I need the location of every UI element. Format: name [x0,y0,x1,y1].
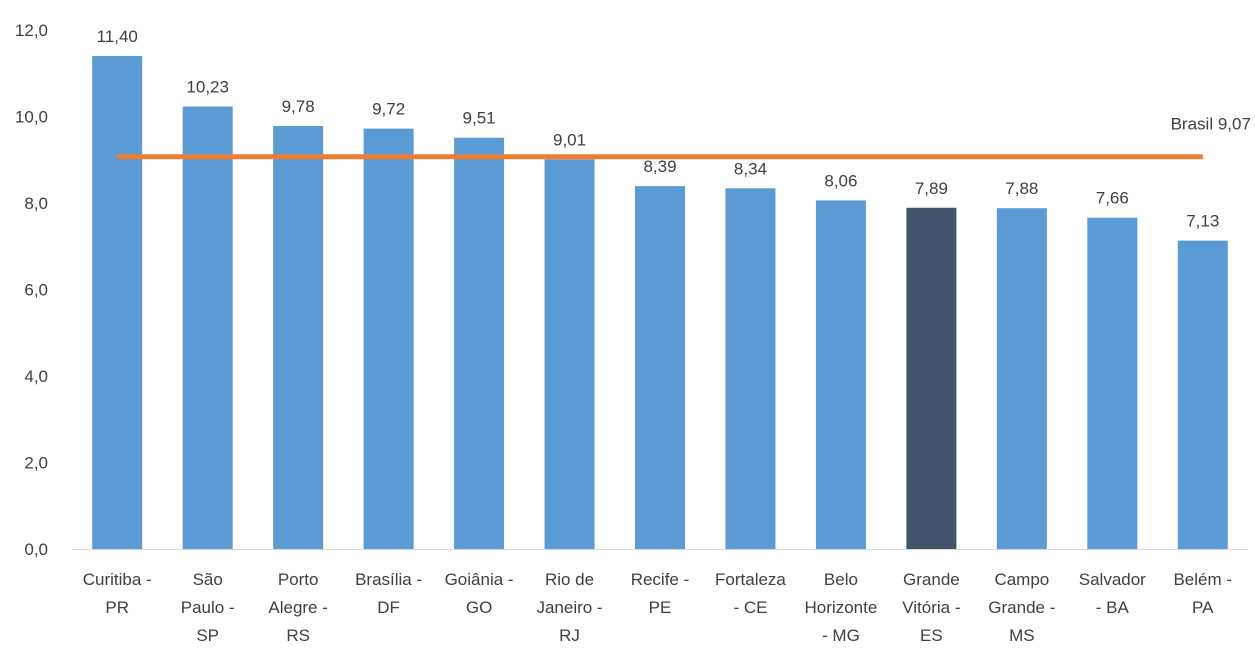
bar [1177,240,1228,549]
x-category-label: Brasília -DF [355,570,422,617]
y-tick-label: 4,0 [24,367,48,386]
bar [544,159,595,549]
bar-value-label: 9,51 [463,109,496,128]
x-category-label: Recife -PE [631,570,690,617]
x-category-label: Belém -PA [1173,570,1232,617]
bar [92,55,143,549]
bar-value-label: 7,88 [1005,179,1038,198]
bar-value-label: 11,40 [97,27,138,46]
x-category-label: Grande Vitória -ES [902,570,960,645]
y-tick-label: 12,0 [15,21,48,40]
data-labels: 11,40 10,23 9,78 9,72 9,51 9,01 8,39 8,34 8,06 7,… [97,27,1220,231]
y-axis-ticks: 0,0 2,0 4,0 6,0 8,0 10,0 12,0 [15,21,48,559]
bar [363,128,414,550]
bar [273,126,324,549]
bar [996,208,1047,549]
bar-value-label: 7,89 [915,179,948,198]
x-category-label: São Paulo -SP [181,570,235,645]
y-tick-label: 10,0 [15,108,48,127]
y-tick-label: 6,0 [24,281,48,300]
reference-line-label: Brasil 9,07 [1171,115,1251,134]
bar-value-label: 9,78 [282,97,315,116]
bar-value-label: 8,39 [643,157,676,176]
bar [815,200,866,549]
x-category-label: Rio de Janeiro -RJ [536,570,602,645]
bar [635,186,685,549]
bar [725,188,776,550]
bar-value-label: 8,06 [824,171,857,190]
bar-series [92,55,1228,550]
x-category-label: Curitiba -PR [83,570,152,617]
x-category-label: Fortaleza - CE [715,570,786,617]
bar-value-label: 9,72 [372,100,405,119]
bar-value-label: 7,66 [1096,189,1129,208]
bar [182,106,233,550]
x-category-label: Porto Alegre -RS [268,570,328,645]
x-category-label: Belo Horizonte - MG [805,570,878,645]
reference-line-group: Brasil 9,07 [117,115,1251,160]
y-tick-label: 8,0 [24,194,48,213]
y-tick-label: 0,0 [24,540,48,559]
bar-value-label: 9,01 [553,130,586,149]
x-category-label: Campo Grande -MS [988,570,1055,645]
bar [1087,217,1138,549]
bar-value-label: 8,34 [734,159,767,178]
y-tick-label: 2,0 [24,454,48,473]
bar-value-label: 7,13 [1186,212,1219,231]
bar [906,207,957,549]
bar-value-label: 10,23 [186,78,229,97]
bar [454,137,505,549]
category-labels: Curitiba -PR São Paulo -SP Porto Alegre -RS B… [83,570,1232,645]
x-category-label: Salvador - BA [1079,570,1146,617]
x-category-label: Goiânia -GO [445,570,514,617]
